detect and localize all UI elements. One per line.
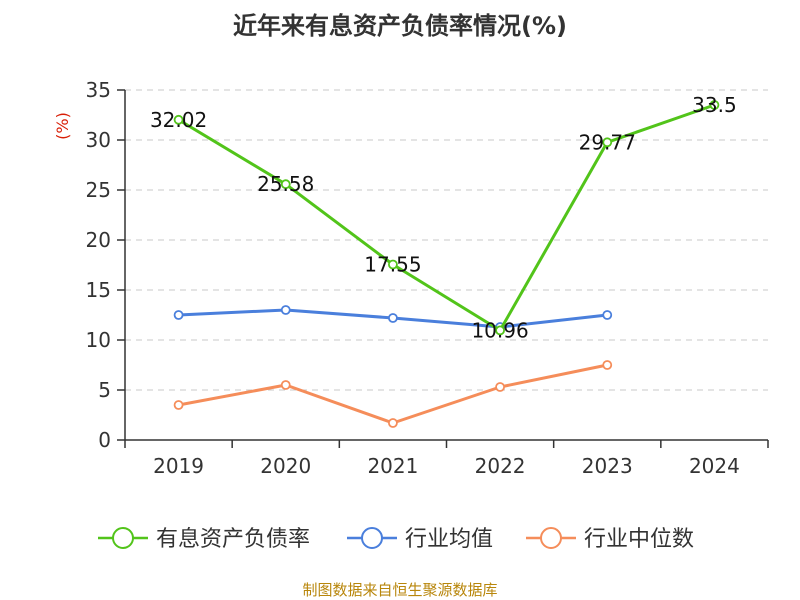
data-point — [495, 382, 505, 392]
data-point — [388, 259, 398, 270]
x-tick-label: 2023 — [582, 454, 633, 478]
source-note: 制图数据来自恒生聚源数据库 — [302, 581, 497, 599]
data-labels: 32.02 25.58 17.55 10.96 29.77 33.5 — [150, 93, 737, 342]
x-tick-label: 2019 — [153, 454, 204, 478]
data-point — [388, 313, 398, 323]
data-point — [280, 305, 291, 315]
data-label: 33.5 — [692, 93, 737, 117]
series-line — [178, 363, 608, 425]
axes — [117, 89, 769, 448]
y-tick-label: 0 — [98, 428, 111, 452]
data-point — [280, 179, 291, 190]
data-point — [388, 418, 398, 428]
x-tick-label: 2024 — [689, 454, 740, 478]
y-tick-label: 25 — [86, 178, 111, 202]
x-tick-labels: 2019 2020 2021 2022 2023 2024 — [153, 454, 740, 478]
y-axis-label: (%) — [53, 112, 72, 140]
x-tick-label: 2021 — [367, 454, 418, 478]
data-label: 32.02 — [150, 108, 207, 132]
legend: 有息资产负债率 行业均值 行业中位数 — [98, 527, 694, 552]
data-point — [280, 380, 291, 390]
y-tick-label: 30 — [86, 128, 111, 152]
y-tick-label: 35 — [86, 78, 111, 102]
data-label: 25.58 — [257, 172, 314, 196]
data-point — [602, 360, 613, 370]
y-tick-label: 20 — [86, 228, 111, 252]
data-point — [495, 325, 505, 336]
series-layer — [173, 100, 720, 428]
data-point — [602, 310, 613, 320]
legend-swatch-marker — [361, 527, 383, 549]
gridlines — [125, 89, 768, 391]
legend-label: 有息资产负债率 — [156, 527, 310, 552]
series-line — [177, 103, 715, 332]
data-point — [173, 114, 184, 125]
x-tick-label: 2022 — [475, 454, 526, 478]
data-point — [602, 137, 613, 148]
legend-label: 行业中位数 — [584, 527, 694, 552]
legend-swatch-marker — [540, 527, 562, 549]
data-point — [709, 100, 720, 110]
legend-swatch-marker — [112, 527, 134, 549]
legend-label: 行业均值 — [405, 527, 493, 552]
y-tick-labels: 0 5 10 15 20 25 30 35 — [86, 78, 111, 452]
y-tick-label: 5 — [98, 378, 111, 402]
data-label: 17.55 — [364, 253, 421, 277]
data-label: 10.96 — [471, 318, 528, 342]
data-point — [173, 400, 184, 410]
data-point — [173, 310, 184, 320]
chart-title: 近年来有息资产负债率情况(%) — [233, 12, 567, 40]
y-tick-label: 10 — [86, 328, 111, 352]
x-tick-label: 2020 — [260, 454, 311, 478]
data-label: 29.77 — [579, 130, 636, 154]
y-tick-label: 15 — [86, 278, 111, 302]
